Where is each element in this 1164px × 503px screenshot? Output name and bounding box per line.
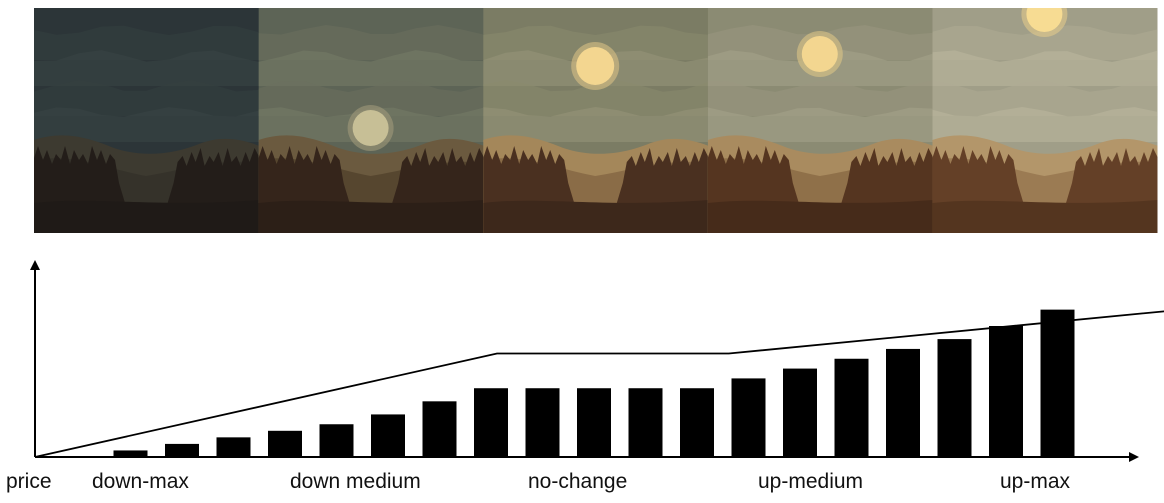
cloud-band (258, 80, 484, 116)
cloud-band (34, 107, 260, 142)
bar-4 (268, 430, 302, 457)
bar-14 (783, 368, 817, 457)
category-label-up-max: up-max (1000, 470, 1071, 493)
panel-down-max (34, 8, 260, 233)
cloud-band (932, 107, 1158, 142)
cloud-band (932, 25, 1158, 60)
cloud-band (34, 50, 260, 86)
bar-19 (1040, 309, 1075, 457)
panel-up-medium (707, 8, 933, 233)
trend-line-arrow (34, 310, 1164, 458)
sun (352, 110, 389, 146)
bar-17 (937, 339, 972, 457)
bar-6 (371, 414, 405, 457)
foreground (34, 200, 260, 233)
bar-2 (165, 443, 199, 457)
bar-12 (680, 388, 714, 457)
bar-15 (834, 358, 869, 457)
bar-3 (216, 437, 251, 457)
panel-down-medium (258, 8, 484, 233)
bar-10 (577, 388, 611, 457)
axis-label-price: price (6, 470, 52, 493)
category-label-up-medium: up-medium (758, 470, 864, 493)
bar-8 (474, 388, 508, 457)
bar-9 (525, 388, 560, 457)
bar-5 (319, 424, 354, 457)
bar-11 (628, 388, 663, 457)
price-chart (30, 260, 1164, 462)
foreground (483, 200, 709, 233)
panel-no-change (483, 8, 709, 233)
cloud-band (483, 80, 709, 116)
sun (576, 47, 615, 85)
cloud-band (258, 50, 484, 86)
category-label-down-medium: down medium (290, 470, 421, 493)
cloud-band (932, 50, 1158, 86)
bar-13 (731, 378, 766, 457)
bar-18 (989, 326, 1023, 457)
panel-up-max (932, 8, 1158, 233)
sun (1026, 8, 1063, 32)
cloud-band (34, 80, 260, 116)
cloud-band (932, 80, 1158, 116)
cloud-band (707, 107, 933, 142)
category-label-no-change: no-change (528, 470, 628, 493)
cloud-band (483, 107, 709, 142)
category-label-down-max: down-max (92, 470, 189, 493)
bar-1 (113, 450, 148, 457)
foreground (707, 200, 933, 233)
cloud-band (258, 25, 484, 60)
cloud-band (707, 80, 933, 116)
foreground (932, 200, 1158, 233)
sun (801, 36, 838, 72)
bar-7 (422, 401, 457, 457)
landscape-panels (34, 8, 1158, 233)
foreground (258, 200, 484, 233)
bar-16 (886, 348, 920, 457)
